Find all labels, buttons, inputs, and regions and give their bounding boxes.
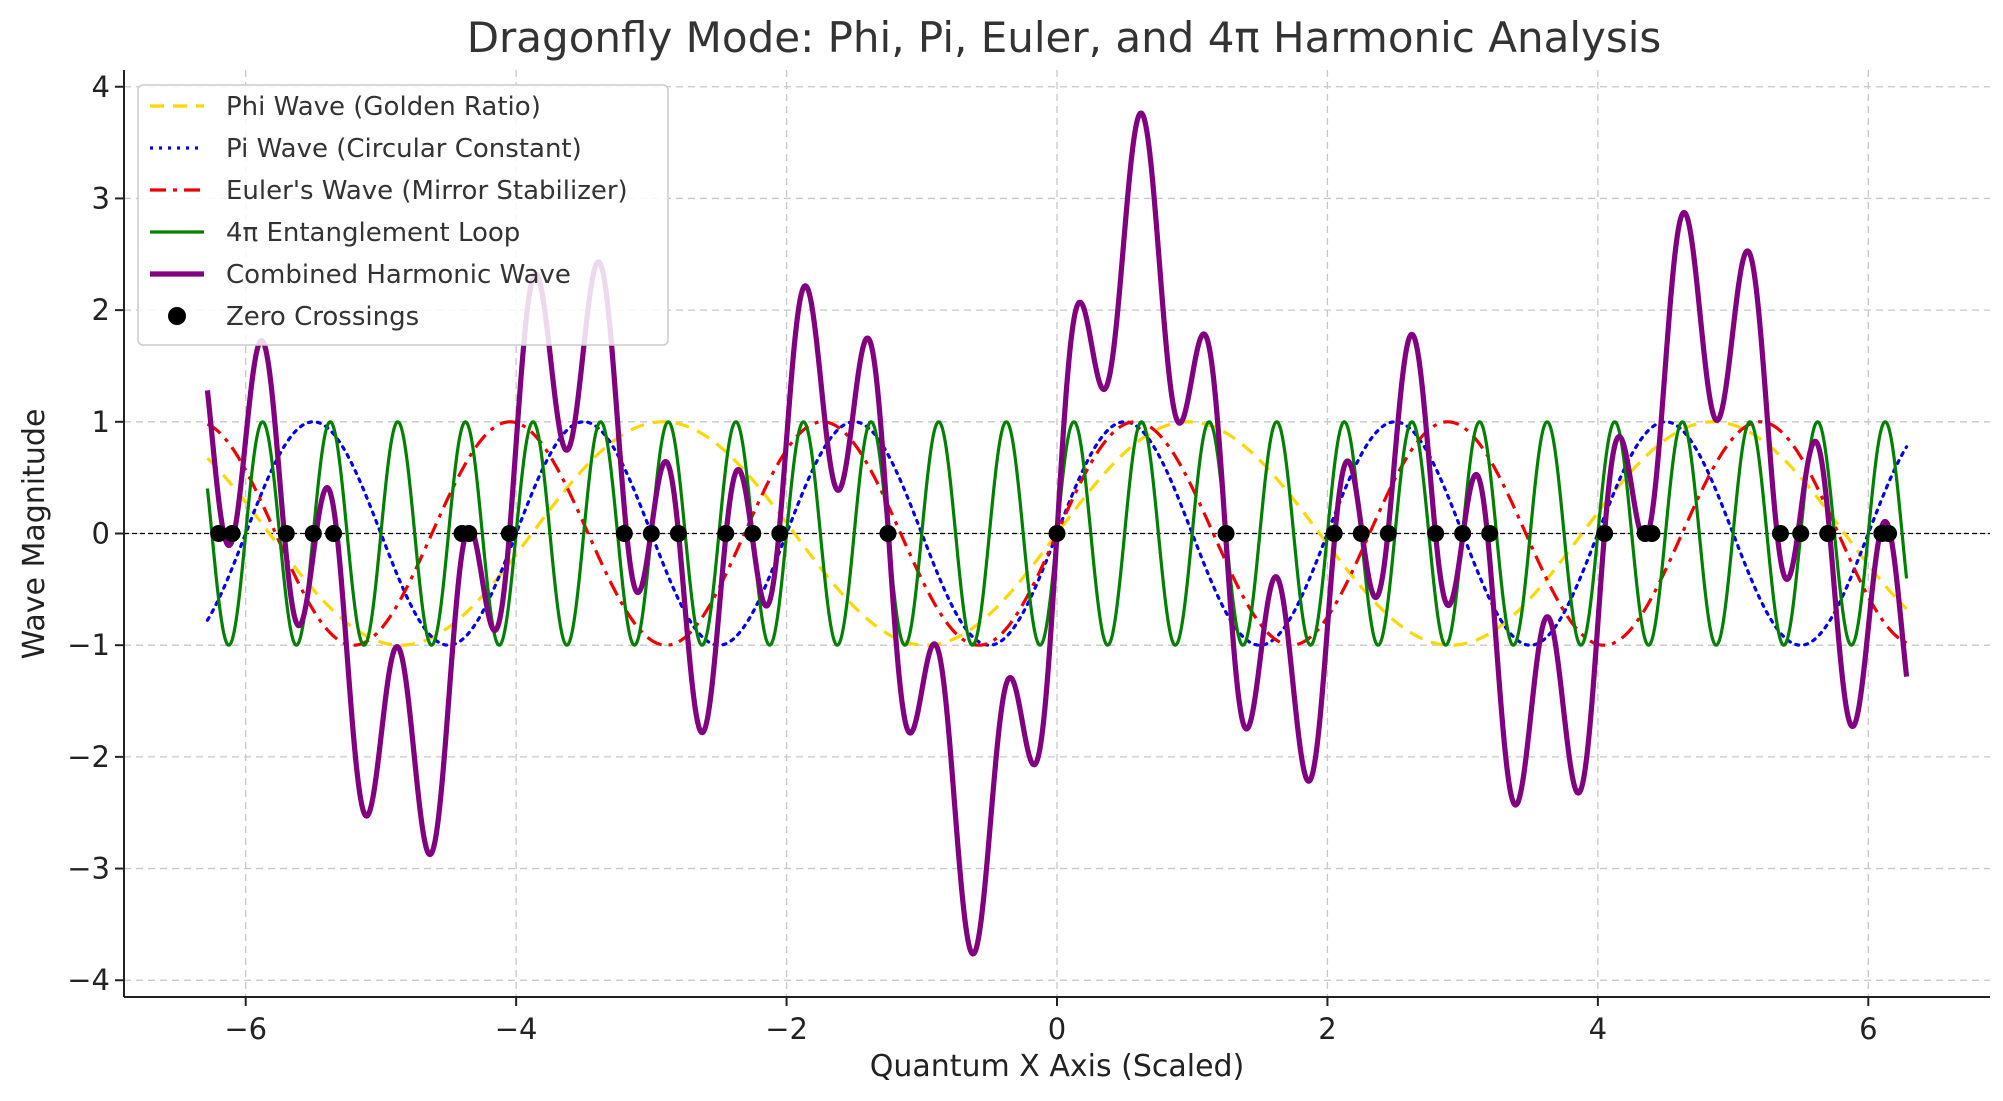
y-tick-label: 3 xyxy=(92,181,110,215)
y-ticks: −4 −3 −2 −1 0 1 2 3 4 xyxy=(67,70,124,997)
zero-crossing-point xyxy=(1771,525,1789,542)
y-tick-label: −4 xyxy=(67,963,110,997)
zero-crossing-point xyxy=(1596,525,1614,542)
zero-crossing-point xyxy=(304,525,322,542)
legend-label: 4π Entanglement Loop xyxy=(226,218,520,248)
zero-crossing-point xyxy=(1048,525,1066,542)
chart-title: Dragonfly Mode: Phi, Pi, Euler, and 4π H… xyxy=(467,13,1662,62)
y-tick-label: 0 xyxy=(92,517,110,551)
legend-label: Euler's Wave (Mirror Stabilizer) xyxy=(226,176,628,206)
x-tick-label: −4 xyxy=(495,1012,538,1046)
zero-crossing-point xyxy=(1217,525,1235,542)
zero-crossing-point xyxy=(879,525,897,542)
zero-crossing-point xyxy=(669,525,687,542)
x-tick-label: −6 xyxy=(224,1012,267,1046)
y-tick-label: 4 xyxy=(92,70,110,104)
x-tick-label: 0 xyxy=(1048,1012,1066,1046)
zero-crossing-point xyxy=(1792,525,1810,542)
y-tick-label: −1 xyxy=(67,628,110,662)
y-tick-label: 2 xyxy=(92,293,110,327)
zero-crossing-point xyxy=(1325,525,1343,542)
zero-crossing-point xyxy=(325,525,343,542)
series-line xyxy=(205,420,1909,647)
zero-crossing-point xyxy=(717,525,735,542)
y-tick-label: 1 xyxy=(92,405,110,439)
zero-crossing-point xyxy=(771,525,789,542)
zero-crossing-point xyxy=(1352,525,1370,542)
x-axis-label: Quantum X Axis (Scaled) xyxy=(870,1049,1245,1084)
zero-crossing-point xyxy=(1379,525,1397,542)
legend-label: Combined Harmonic Wave xyxy=(226,260,571,290)
legend: Phi Wave (Golden Ratio) Pi Wave (Circular… xyxy=(137,84,669,346)
zero-crossing-point xyxy=(1643,525,1661,542)
zero-crossing-point xyxy=(223,525,241,542)
legend-marker xyxy=(168,307,186,325)
legend-label: Zero Crossings xyxy=(226,302,419,332)
x-tick-label: 6 xyxy=(1859,1012,1877,1046)
zero-crossing-point xyxy=(277,525,295,542)
y-tick-label: −3 xyxy=(67,852,110,886)
legend-label: Phi Wave (Golden Ratio) xyxy=(226,92,541,122)
grid xyxy=(124,70,1990,997)
zero-crossing-point xyxy=(744,525,762,542)
y-tick-label: −2 xyxy=(67,740,110,774)
zero-crossing-point xyxy=(1819,525,1837,542)
zero-crossing-point xyxy=(1454,525,1472,542)
legend-frame xyxy=(137,84,669,346)
y-axis-label: Wave Magnitude xyxy=(17,409,52,660)
zero-crossing-point xyxy=(1427,525,1445,542)
zero-crossing-point xyxy=(210,525,228,542)
zero-crossing-point xyxy=(460,525,478,542)
x-tick-label: −2 xyxy=(765,1012,808,1046)
zero-crossings xyxy=(210,525,1898,542)
series-line xyxy=(206,420,1908,647)
zero-crossing-point xyxy=(642,525,660,542)
zero-crossing-point xyxy=(1880,525,1898,542)
x-tick-label: 2 xyxy=(1318,1012,1336,1046)
x-tick-label: 4 xyxy=(1589,1012,1607,1046)
x-ticks: −6 −4 −2 0 2 4 6 xyxy=(224,997,1878,1046)
zero-crossing-point xyxy=(615,525,633,542)
legend-label: Pi Wave (Circular Constant) xyxy=(226,134,582,164)
zero-crossing-point xyxy=(1481,525,1499,542)
zero-crossing-point xyxy=(500,525,518,542)
